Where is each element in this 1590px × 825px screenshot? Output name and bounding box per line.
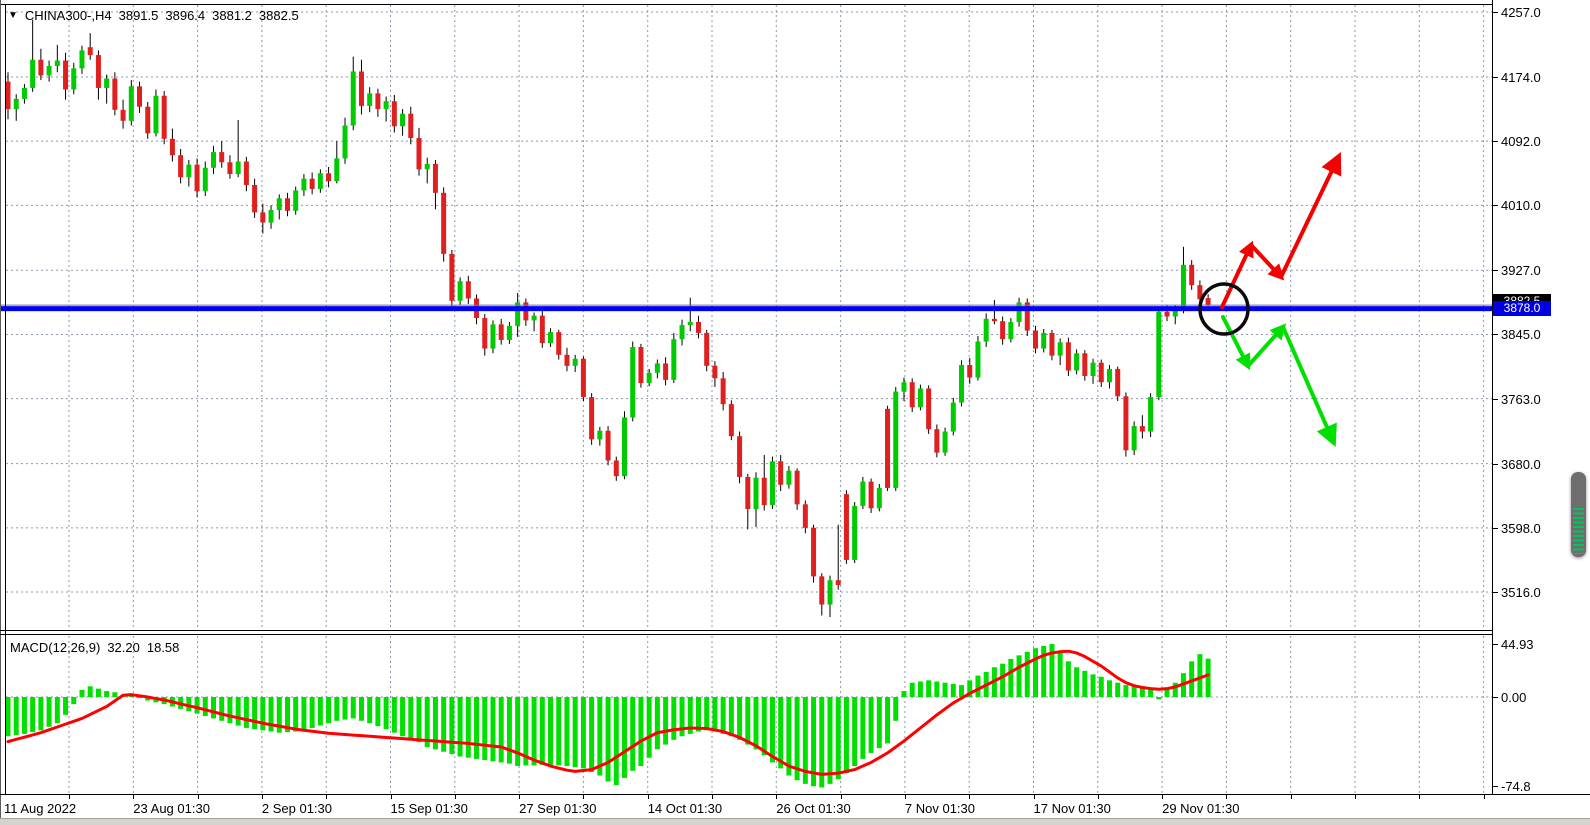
price-tick-label: 4174.0 <box>1501 70 1541 85</box>
axis-tick-mark <box>1492 592 1498 593</box>
time-tick-mark <box>841 795 842 799</box>
axis-tick-mark <box>1492 786 1498 787</box>
panel-separator-line[interactable] <box>0 630 1492 631</box>
hline-price-tag: 3878.0 <box>1493 301 1551 316</box>
symbol-marker-icon: ▼ <box>8 9 18 22</box>
time-tick-mark <box>776 795 777 799</box>
price-chart-canvas[interactable] <box>0 0 1492 631</box>
price-tick-label: 3845.0 <box>1501 327 1541 342</box>
price-tick-label: 4257.0 <box>1501 5 1541 20</box>
price-tick-label: 3680.0 <box>1501 457 1541 472</box>
date-tick-label: 17 Nov 01:30 <box>1034 801 1111 816</box>
quote-high: 3896.4 <box>165 8 205 23</box>
date-tick-label: 26 Oct 01:30 <box>776 801 850 816</box>
macd-tick-label: 0.00 <box>1501 690 1526 705</box>
price-tick-label: 3927.0 <box>1501 263 1541 278</box>
axis-tick-mark <box>1492 205 1498 206</box>
chart-top-border <box>0 4 1492 5</box>
scrollbar-stripes-icon <box>1573 508 1584 554</box>
status-strip <box>0 818 1590 825</box>
price-tick-label: 4092.0 <box>1501 134 1541 149</box>
time-tick-mark <box>1226 795 1227 799</box>
time-tick-mark <box>133 795 134 799</box>
quote-open: 3891.5 <box>119 8 159 23</box>
price-tick-label: 4010.0 <box>1501 198 1541 213</box>
macd-tick-label: -74.8 <box>1501 779 1531 794</box>
macd-indicator-label: MACD(12,26,9) 32.20 18.58 <box>10 640 179 655</box>
time-tick-mark <box>969 795 970 799</box>
time-tick-mark <box>391 795 392 799</box>
time-tick-mark <box>1484 795 1485 799</box>
time-tick-mark <box>326 795 327 799</box>
axis-tick-mark <box>1492 528 1498 529</box>
axis-tick-mark <box>1492 644 1498 645</box>
time-tick-mark <box>455 795 456 799</box>
window-left-edge <box>0 0 1 818</box>
macd-main-value: 32.20 <box>107 640 140 655</box>
macd-signal-value: 18.58 <box>147 640 180 655</box>
time-tick-mark <box>198 795 199 799</box>
time-tick-mark <box>1162 795 1163 799</box>
price-tick-label: 3598.0 <box>1501 521 1541 536</box>
panel-separator-line[interactable] <box>0 634 1492 635</box>
time-tick-mark <box>583 795 584 799</box>
date-tick-label: 27 Sep 01:30 <box>519 801 596 816</box>
date-tick-label: 15 Sep 01:30 <box>391 801 468 816</box>
time-tick-mark <box>905 795 906 799</box>
time-tick-mark <box>1291 795 1292 799</box>
axis-tick-mark <box>1492 464 1498 465</box>
date-tick-label: 2 Sep 01:30 <box>262 801 332 816</box>
macd-panel-canvas[interactable] <box>0 636 1492 794</box>
time-tick-mark <box>1098 795 1099 799</box>
date-tick-label: 11 Aug 2022 <box>4 801 76 816</box>
axis-tick-mark <box>1492 77 1498 78</box>
price-tick-label: 3516.0 <box>1501 585 1541 600</box>
axis-tick-mark <box>1492 270 1498 271</box>
quote-low: 3881.2 <box>212 8 252 23</box>
symbol-title: CHINA300-,H4 <box>25 8 112 23</box>
price-tick-label: 3763.0 <box>1501 392 1541 407</box>
axis-tick-mark <box>1492 399 1498 400</box>
axis-tick-mark <box>1492 141 1498 142</box>
time-tick-mark <box>712 795 713 799</box>
axis-tick-mark <box>1492 334 1498 335</box>
bearish-scenario-arrow[interactable] <box>1223 317 1333 441</box>
time-axis-border <box>0 794 1590 795</box>
scrollbar-thumb[interactable] <box>1571 472 1586 557</box>
quote-close: 3882.5 <box>259 8 299 23</box>
bullish-scenario-arrow[interactable] <box>1222 158 1338 307</box>
mt4-chart-window: ▼ CHINA300-,H4 3891.5 3896.4 3881.2 3882… <box>0 0 1590 825</box>
hline-price-value: 3878.0 <box>1504 301 1541 315</box>
time-tick-mark <box>1034 795 1035 799</box>
time-tick-mark <box>519 795 520 799</box>
axis-tick-mark <box>1492 697 1498 698</box>
date-tick-label: 29 Nov 01:30 <box>1162 801 1239 816</box>
macd-tick-label: 44.93 <box>1501 637 1534 652</box>
axis-tick-mark <box>1492 12 1498 13</box>
macd-histogram <box>6 644 1211 787</box>
time-tick-mark <box>262 795 263 799</box>
time-tick-mark <box>648 795 649 799</box>
price-axis-border <box>1492 0 1493 795</box>
date-tick-label: 14 Oct 01:30 <box>648 801 722 816</box>
date-tick-label: 23 Aug 01:30 <box>133 801 210 816</box>
symbol-info: ▼ CHINA300-,H4 3891.5 3896.4 3881.2 3882… <box>8 8 299 23</box>
macd-name: MACD(12,26,9) <box>10 640 100 655</box>
chart-left-border <box>5 4 6 795</box>
time-tick-mark <box>1419 795 1420 799</box>
time-tick-mark <box>69 795 70 799</box>
time-tick-mark <box>1355 795 1356 799</box>
horizontal-line-3878[interactable] <box>0 306 1492 311</box>
date-tick-label: 7 Nov 01:30 <box>905 801 975 816</box>
